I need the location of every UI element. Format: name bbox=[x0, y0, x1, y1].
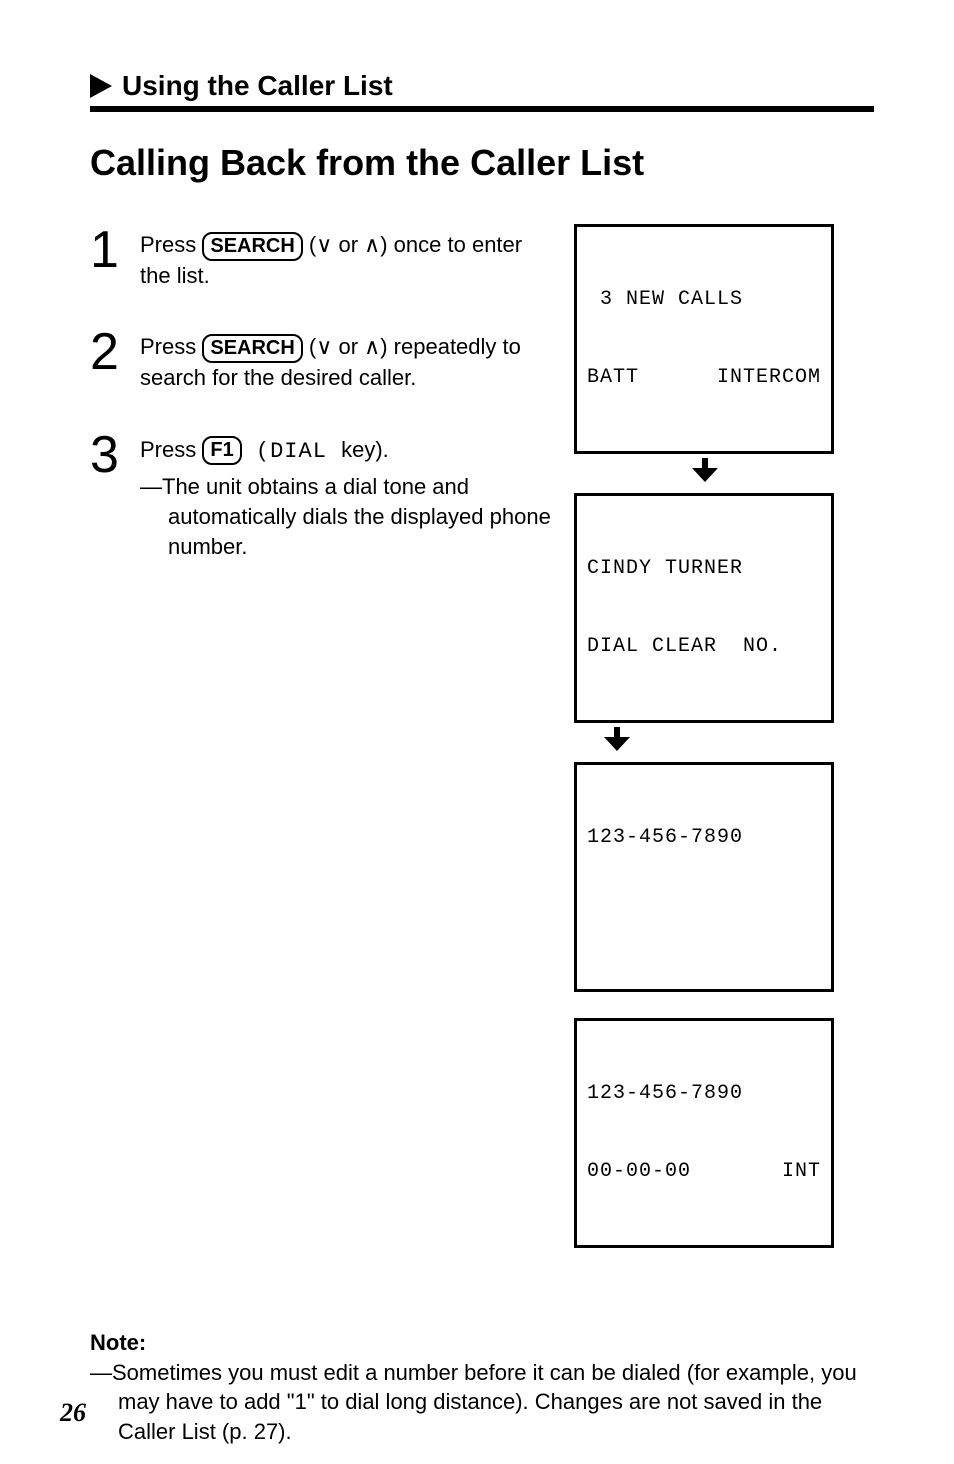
lcd-box-3: 123-456-7890 bbox=[574, 762, 834, 992]
step-2: 2 Press SEARCH (∨ or ∧) repeatedly to se… bbox=[90, 326, 554, 392]
lcd-text: BATT bbox=[587, 365, 639, 391]
down-arrow-icon bbox=[604, 727, 628, 751]
down-arrow-container bbox=[574, 723, 834, 762]
lcd-line: 00-00-00 INT bbox=[587, 1159, 821, 1185]
search-key: SEARCH bbox=[202, 232, 302, 261]
lcd-text: INT bbox=[782, 1159, 821, 1185]
step-body: Press SEARCH (∨ or ∧) repeatedly to sear… bbox=[140, 326, 554, 392]
step-text-pre: Press bbox=[140, 437, 202, 462]
step-number: 3 bbox=[90, 429, 126, 562]
step-subtext: —The unit obtains a dial tone and automa… bbox=[168, 472, 554, 561]
arrow-right-icon bbox=[90, 74, 112, 98]
lcd-box-1: 3 NEW CALLS BATT INTERCOM bbox=[574, 224, 834, 454]
lcd-text: INTERCOM bbox=[717, 365, 821, 391]
search-key: SEARCH bbox=[202, 334, 302, 363]
lcd-line: 123-456-7890 bbox=[587, 825, 821, 851]
down-arrow-container bbox=[574, 454, 834, 493]
lcd-line: 3 NEW CALLS bbox=[587, 287, 821, 313]
lcd-column: 3 NEW CALLS BATT INTERCOM CINDY TURNER D… bbox=[574, 224, 874, 1248]
lcd-line: CINDY TURNER bbox=[587, 556, 821, 582]
step-3: 3 Press F1 (DIAL key). —The unit obtains… bbox=[90, 429, 554, 562]
lcd-line bbox=[587, 903, 821, 929]
note-section: Note: —Sometimes you must edit a number … bbox=[90, 1328, 874, 1447]
section-header: Using the Caller List bbox=[90, 70, 874, 102]
note-body: —Sometimes you must edit a number before… bbox=[118, 1358, 874, 1447]
page-number: 26 bbox=[60, 1398, 86, 1428]
section-rule bbox=[90, 106, 874, 112]
lcd-box-2: CINDY TURNER DIAL CLEAR NO. bbox=[574, 493, 834, 723]
lcd-line: 123-456-7890 bbox=[587, 1081, 821, 1107]
step-number: 1 bbox=[90, 224, 126, 290]
step-text-post: key). bbox=[341, 437, 389, 462]
steps-column: 1 Press SEARCH (∨ or ∧) once to enter th… bbox=[90, 224, 554, 1248]
step-body: Press SEARCH (∨ or ∧) once to enter the … bbox=[140, 224, 554, 290]
step-body: Press F1 (DIAL key). —The unit obtains a… bbox=[140, 429, 554, 562]
page-title: Calling Back from the Caller List bbox=[90, 142, 874, 184]
lcd-box-4: 123-456-7890 00-00-00 INT bbox=[574, 1018, 834, 1248]
step-number: 2 bbox=[90, 326, 126, 392]
down-arrow-icon bbox=[692, 458, 716, 482]
f1-key: F1 bbox=[202, 436, 241, 465]
step-text-pre: Press bbox=[140, 232, 202, 257]
step-text-mono: (DIAL bbox=[242, 439, 341, 464]
content-row: 1 Press SEARCH (∨ or ∧) once to enter th… bbox=[90, 224, 874, 1248]
lcd-text: 00-00-00 bbox=[587, 1159, 691, 1185]
lcd-line: BATT INTERCOM bbox=[587, 365, 821, 391]
lcd-line: DIAL CLEAR NO. bbox=[587, 634, 821, 660]
note-title: Note: bbox=[90, 1328, 874, 1358]
step-text-pre: Press bbox=[140, 334, 202, 359]
section-title: Using the Caller List bbox=[122, 70, 393, 102]
step-1: 1 Press SEARCH (∨ or ∧) once to enter th… bbox=[90, 224, 554, 290]
